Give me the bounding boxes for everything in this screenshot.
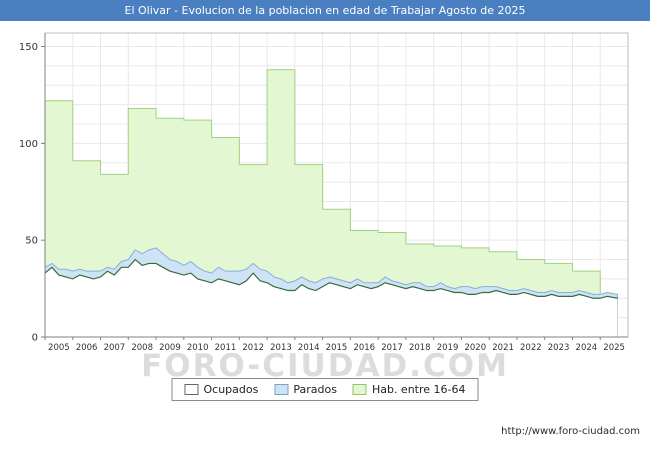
svg-text:2021: 2021 <box>492 343 514 353</box>
legend-item-parados: Parados <box>274 383 337 396</box>
ocupados-swatch-icon <box>184 384 199 395</box>
svg-text:150: 150 <box>19 42 38 53</box>
svg-text:50: 50 <box>25 236 38 247</box>
svg-text:2019: 2019 <box>437 343 459 353</box>
svg-text:2012: 2012 <box>242 343 264 353</box>
svg-text:2018: 2018 <box>409 343 431 353</box>
legend-item-hab: Hab. entre 16-64 <box>352 383 466 396</box>
svg-text:2025: 2025 <box>603 343 625 353</box>
svg-text:2007: 2007 <box>104 343 126 353</box>
svg-text:2020: 2020 <box>464 343 486 353</box>
svg-text:2006: 2006 <box>76 343 98 353</box>
footer-link[interactable]: http://www.foro-ciudad.com <box>501 426 640 437</box>
svg-text:2016: 2016 <box>353 343 375 353</box>
svg-text:2022: 2022 <box>520 343 542 353</box>
legend-label-hab: Hab. entre 16-64 <box>371 383 466 396</box>
svg-text:2014: 2014 <box>298 343 320 353</box>
svg-text:2013: 2013 <box>270 343 292 353</box>
svg-text:2010: 2010 <box>187 343 209 353</box>
hab-swatch-icon <box>352 384 367 395</box>
population-area-chart: 0 50 100 150 2005 2006 2007 2008 2009 2010 2011 201… <box>19 32 629 353</box>
svg-text:2008: 2008 <box>131 343 153 353</box>
legend-label-parados: Parados <box>293 383 337 396</box>
svg-text:0: 0 <box>32 333 38 344</box>
svg-text:2017: 2017 <box>381 343 403 353</box>
title-bar: El Olivar - Evolucion de la poblacion en… <box>0 0 650 21</box>
legend: Ocupados Parados Hab. entre 16-64 <box>171 378 479 401</box>
svg-text:100: 100 <box>19 139 38 150</box>
legend-label-ocupados: Ocupados <box>203 383 259 396</box>
svg-text:2023: 2023 <box>548 343 570 353</box>
svg-text:2011: 2011 <box>215 343 237 353</box>
page-title: El Olivar - Evolucion de la poblacion en… <box>124 4 526 17</box>
svg-text:2024: 2024 <box>576 343 598 353</box>
svg-text:2009: 2009 <box>159 343 181 353</box>
svg-text:2005: 2005 <box>48 343 70 353</box>
svg-text:2015: 2015 <box>326 343 348 353</box>
legend-item-ocupados: Ocupados <box>184 383 258 396</box>
parados-swatch-icon <box>274 384 289 395</box>
